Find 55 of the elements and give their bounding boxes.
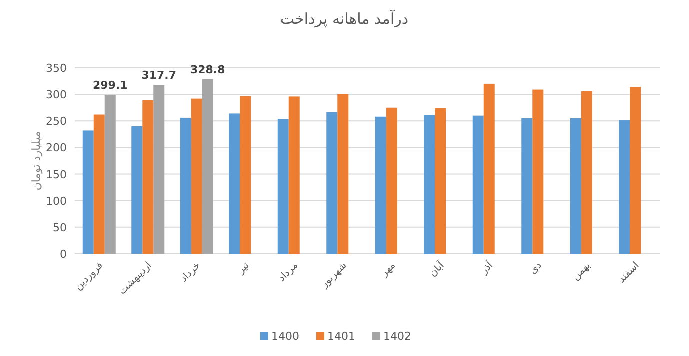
- bar: [288, 96, 300, 254]
- x-tick-label: تیر: [235, 260, 252, 277]
- bar: [104, 95, 116, 254]
- y-tick-label: 300: [46, 88, 67, 102]
- x-tick-label: آبان: [426, 258, 448, 280]
- bar: [386, 108, 398, 254]
- bar: [581, 91, 592, 254]
- bar: [326, 112, 338, 254]
- data-label: 328.8: [190, 63, 226, 76]
- bar: [240, 96, 252, 254]
- y-tick-label: 200: [46, 142, 67, 155]
- bar: [472, 116, 484, 254]
- bar: [278, 119, 289, 254]
- bar: [180, 118, 192, 254]
- bar: [94, 114, 105, 254]
- bar: [191, 98, 202, 254]
- y-tick-label: 0: [60, 248, 67, 261]
- y-tick-label: 150: [46, 168, 67, 182]
- y-tick-label: 100: [46, 194, 67, 208]
- legend-label: 1400: [272, 330, 300, 343]
- bar: [532, 90, 544, 254]
- bar: [484, 84, 495, 254]
- bar: [142, 100, 154, 254]
- bar: [338, 94, 349, 254]
- bar: [435, 108, 446, 254]
- x-tick-label: فروردین: [73, 260, 106, 293]
- bar: [570, 118, 582, 254]
- data-label: 317.7: [142, 69, 177, 82]
- y-tick-label: 50: [53, 221, 67, 234]
- chart-title: درآمد ماهانه پرداخت: [280, 9, 409, 28]
- x-tick-label: اردیبهشت: [117, 260, 154, 298]
- bar: [229, 114, 240, 254]
- x-tick-label: دی: [528, 260, 544, 277]
- y-axis-title: میلیارد تومان: [30, 131, 43, 191]
- bar: [82, 130, 94, 254]
- bar: [630, 87, 642, 254]
- x-tick-label: بهمن: [570, 260, 593, 283]
- x-tick-label: اسفند: [616, 260, 642, 286]
- x-tick-label: مهر: [378, 260, 398, 280]
- legend-label: 1401: [328, 330, 356, 343]
- bar: [202, 79, 214, 254]
- bar: [154, 85, 165, 254]
- x-tick-label: شهریور: [318, 260, 350, 291]
- bar: [132, 126, 143, 254]
- y-tick-label: 350: [46, 62, 67, 75]
- bar: [619, 120, 630, 254]
- x-tick-label: آذر: [477, 258, 496, 278]
- x-tick-label: خرداد: [178, 260, 203, 285]
- bar: [522, 118, 533, 254]
- bar: [375, 116, 386, 254]
- data-label: 299.1: [92, 79, 128, 92]
- y-tick-label: 250: [46, 115, 67, 128]
- bar: [424, 115, 436, 254]
- legend-label: 1402: [384, 330, 412, 343]
- x-tick-label: مرداد: [276, 260, 300, 284]
